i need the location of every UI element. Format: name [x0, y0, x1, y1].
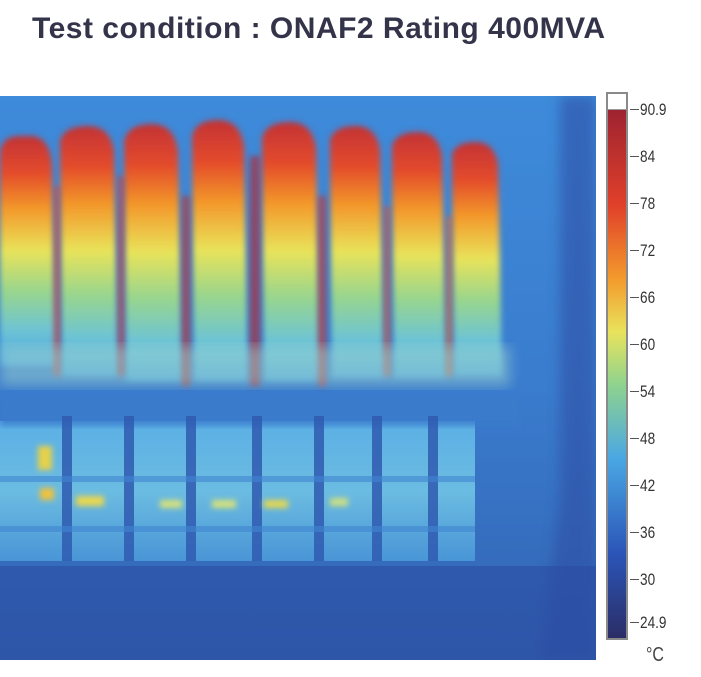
scale-gradient — [608, 110, 626, 638]
scale-tick-label: 78 — [640, 194, 656, 213]
unit-label: °C — [646, 644, 664, 666]
scale-tick-label: 48 — [640, 429, 656, 448]
scale-tick — [630, 532, 639, 533]
scale-tick-label: 54 — [640, 382, 656, 401]
scale-max-label: 90.9 — [640, 100, 667, 119]
scale-tick-label: 42 — [640, 476, 656, 495]
scale-tick — [630, 344, 639, 345]
scale-min-label: 24.9 — [640, 613, 667, 632]
scale-tick — [630, 438, 639, 439]
scale-tick — [630, 250, 639, 251]
scale-tick-label: 60 — [640, 335, 656, 354]
transformer-tank — [0, 396, 520, 561]
scale-tick-label: 84 — [640, 147, 656, 166]
scale-tick-label: 72 — [640, 241, 656, 260]
radiator-fins — [0, 120, 502, 381]
scale-tick — [630, 297, 639, 298]
scale-tick-label: 30 — [640, 570, 656, 589]
scale-top-cap — [608, 94, 626, 110]
temperature-scale: 90.9 84 78 72 66 60 54 48 42 36 30 24.9 … — [606, 92, 701, 677]
color-scale-bar — [606, 92, 628, 640]
page-title: Test condition : ONAF2 Rating 400MVA — [32, 12, 606, 45]
scale-tick-label: 66 — [640, 288, 656, 307]
thermal-image — [0, 96, 596, 660]
scale-tick — [630, 579, 639, 580]
scale-tick — [630, 485, 639, 486]
scale-tick — [630, 622, 639, 623]
scale-tick — [630, 203, 639, 204]
scale-tick — [630, 391, 639, 392]
scale-tick-label: 36 — [640, 523, 656, 542]
scale-tick — [630, 156, 639, 157]
scale-tick — [630, 109, 639, 110]
